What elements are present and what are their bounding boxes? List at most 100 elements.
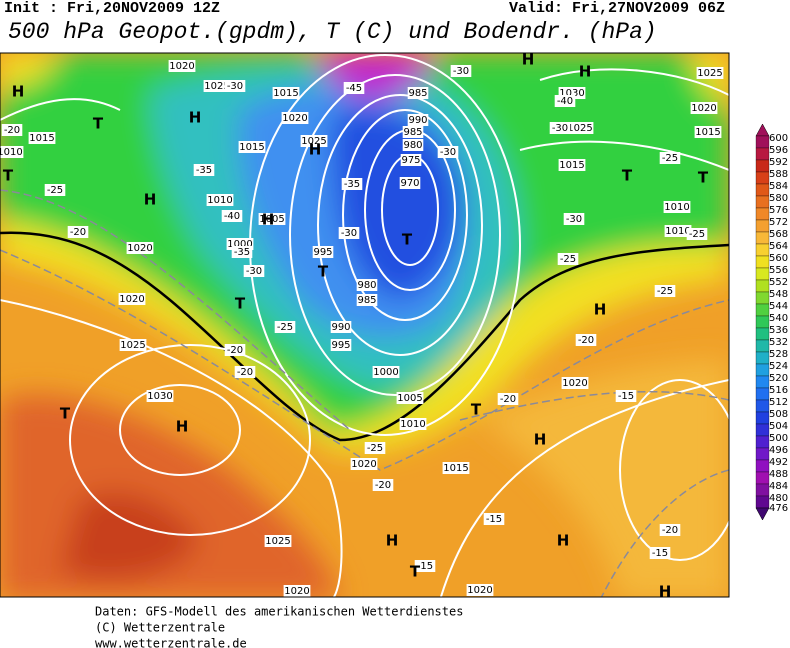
isobar-label-box (119, 339, 147, 351)
isobar-label: 1015 (273, 88, 298, 99)
map-labels: 1020 1025 1015 1020 1025 1015 1010 1005 1000 995 9… (0, 53, 724, 597)
colorbar-label: 520 (769, 373, 788, 384)
colorbar-label: 548 (769, 289, 788, 300)
colorbar-label: 592 (769, 157, 788, 168)
isotherm-label-box (437, 146, 459, 158)
colorbar-swatch (755, 327, 770, 341)
colorbar-swatch (755, 399, 770, 413)
isobar-label-box (203, 80, 231, 92)
isobar-label-box (663, 201, 691, 213)
isobar-label: 1020 (467, 585, 492, 596)
isotherm-label-box (549, 122, 571, 134)
isobar-label-box (566, 122, 594, 134)
init-time: Init : Fri,20NOV2009 12Z (4, 0, 220, 17)
isobar-label: 1025 (567, 123, 592, 134)
colorbar-label: 596 (769, 145, 788, 156)
isotherm-label-box (44, 184, 66, 196)
colorbar-swatch (755, 387, 770, 401)
colorbar-label: 576 (769, 205, 788, 216)
isotherm-label-box (483, 513, 505, 525)
isobar-label-box (312, 246, 334, 258)
colorbar-swatch (755, 135, 770, 149)
isotherm-label-box (497, 393, 519, 405)
isobar-label-box (402, 139, 424, 151)
isobar-label-box (664, 225, 692, 237)
colorbar-label: 488 (769, 469, 788, 480)
isobars (0, 54, 729, 597)
isobar-label: 1015 (559, 160, 584, 171)
isobar-label-box (396, 392, 424, 404)
isotherm-label-box (67, 226, 89, 238)
isobar-label-box (118, 293, 146, 305)
colorbar-swatch (755, 363, 770, 377)
isobar-label-box (281, 112, 309, 124)
isotherm-label-box (224, 344, 246, 356)
colorbar-swatch (755, 183, 770, 197)
isobar-label: 1005 (397, 393, 422, 404)
colorbar-swatch (755, 447, 770, 461)
isotherm-label: -20 (227, 345, 243, 356)
isobar-label-box (272, 87, 300, 99)
isotherm-label: -40 (557, 96, 573, 107)
isobar-label: 1010 (400, 419, 425, 430)
isobar-label: 1020 (284, 586, 309, 597)
pressure-center: H (12, 83, 25, 101)
colorbar-swatch (755, 207, 770, 221)
isobar-label: 1020 (127, 243, 152, 254)
isobar-label: 1000 (227, 239, 252, 250)
colorbar-swatch (755, 315, 770, 329)
pressure-center: T (235, 295, 246, 313)
isobar-label-box (466, 584, 494, 596)
isobar-label-box (356, 279, 378, 291)
isobar-label: 1020 (282, 113, 307, 124)
isobar-label-box (330, 321, 352, 333)
colorbar-swatch (755, 483, 770, 497)
isobar-label-box (0, 146, 24, 158)
pressure-center: H (534, 431, 547, 449)
isotherm-label: -20 (500, 394, 516, 405)
isobar-label-box (561, 377, 589, 389)
isotherm-label-box (274, 321, 296, 333)
pressure-center: H (189, 109, 202, 127)
isobar-label: 1010 (0, 147, 23, 158)
isobar-label-box (400, 154, 422, 166)
isobar-label: 980 (403, 140, 422, 151)
pressure-center: T (471, 401, 482, 419)
isotherm-label: -30 (453, 66, 469, 77)
isobar-label: 1015 (239, 142, 264, 153)
isotherm-label: -30 (227, 81, 243, 92)
colorbar-label: 528 (769, 349, 788, 360)
colorbar-swatch (755, 171, 770, 185)
isotherm-label: -30 (246, 266, 262, 277)
colorbar-swatch (755, 459, 770, 473)
isotherm-label-box (659, 524, 681, 536)
isobar-label: 985 (408, 88, 427, 99)
isotherm-label: -15 (417, 561, 433, 572)
colorbar-label: 480 (769, 493, 788, 504)
isotherm-label-box (341, 178, 363, 190)
isotherm-label: -30 (552, 123, 568, 134)
isobar-label: 990 (331, 322, 350, 333)
colorbar-swatch (755, 147, 770, 161)
isobar-label: 1005 (259, 214, 284, 225)
isotherm-label: -15 (652, 548, 668, 559)
isotherm-label-box (649, 547, 671, 559)
isotherm-label: -15 (618, 391, 634, 402)
colorbar-swatch (755, 231, 770, 245)
isotherm-label-box (193, 164, 215, 176)
contour-552 (0, 231, 729, 442)
isotherm-label: -30 (440, 147, 456, 158)
isotherm-label: -25 (657, 286, 673, 297)
isotherm-label: -25 (47, 185, 63, 196)
isobar-label-box (407, 87, 429, 99)
isobar-label-box (350, 458, 378, 470)
isobar-label-box (356, 294, 378, 306)
colorbar-swatch (755, 351, 770, 365)
isotherm-label: -20 (375, 480, 391, 491)
isobar-label: 970 (400, 178, 419, 189)
footer-line: www.wetterzentrale.de (95, 637, 247, 648)
pressure-center: T (3, 167, 14, 185)
colorbar-swatch (755, 159, 770, 173)
